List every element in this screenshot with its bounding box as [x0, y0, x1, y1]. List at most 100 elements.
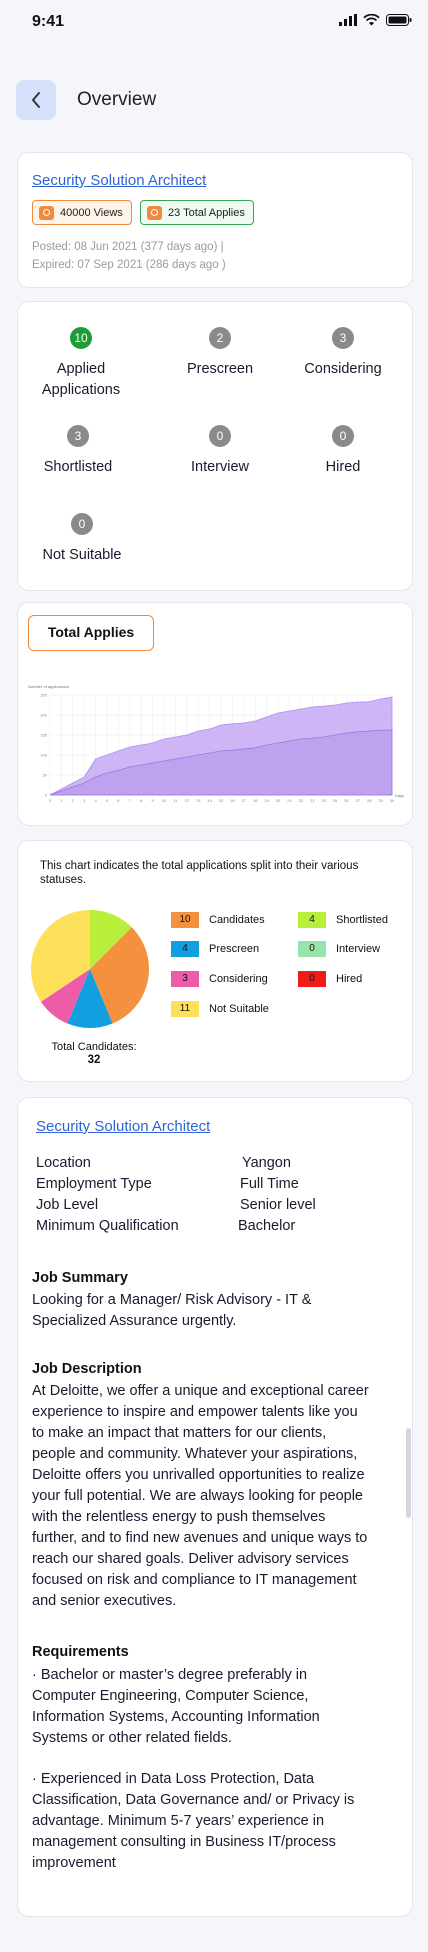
- job-title-link[interactable]: Security Solution Architect: [32, 172, 207, 189]
- status-bar: 9:41: [0, 0, 428, 44]
- x-tick-label: 30: [390, 798, 395, 803]
- total-candidates-label: Total Candidates:: [51, 1041, 137, 1053]
- legend-value: 0: [298, 941, 326, 957]
- legend-value: 11: [171, 1001, 199, 1017]
- x-tick-label: 16: [230, 798, 235, 803]
- legend-label: Considering: [209, 973, 268, 985]
- detail-key: Job Level: [36, 1197, 99, 1213]
- legend-value: 4: [171, 941, 199, 957]
- x-tick-label: 1: [60, 798, 63, 803]
- eye-icon: [39, 205, 54, 220]
- pie-slice-prescreen: [67, 969, 113, 1028]
- y-axis-label: Number of applications: [28, 684, 69, 689]
- x-tick-label: 12: [185, 798, 190, 803]
- legend-item: 4 Shortlisted: [298, 912, 388, 928]
- total-applies-card: Total Applies Number of applications 0 1 2 3…: [17, 602, 413, 826]
- signal-icon: [339, 14, 357, 26]
- status-interview[interactable]: 0 Interview: [160, 425, 280, 478]
- x-tick-label: 10: [162, 798, 167, 803]
- job-card: Security Solution Architect 40000 Views …: [17, 152, 413, 288]
- requirement-item: · Bachelor or master’s degree preferably…: [32, 1667, 320, 1746]
- legend-label: Interview: [336, 943, 381, 955]
- y-tick-label: 100: [40, 753, 47, 758]
- header: Overview: [0, 78, 428, 124]
- status-time: 9:41: [32, 13, 65, 30]
- status-label: Not Suitable: [42, 547, 122, 563]
- detail-value: Bachelor: [238, 1218, 296, 1234]
- x-tick-label: 25: [333, 798, 338, 803]
- status-count: 2: [209, 327, 231, 349]
- legend-item: 10 Candidates: [171, 912, 265, 928]
- status-label: Hired: [325, 459, 361, 475]
- x-tick-label: 6: [117, 798, 120, 803]
- x-tick-label: 3: [83, 798, 86, 803]
- y-tick-label: 50: [43, 773, 48, 778]
- pie-slice-not-suitable: [31, 910, 90, 1002]
- legend-item: 0 Hired: [298, 971, 362, 987]
- x-tick-label: 23: [310, 798, 315, 803]
- detail-key: Location: [36, 1155, 91, 1171]
- total-candidates-value: 32: [87, 1054, 101, 1066]
- pie-slice-considering: [40, 969, 90, 1024]
- legend-item: 11 Not Suitable: [171, 1001, 269, 1017]
- legend-value: 10: [171, 912, 199, 928]
- detail-value: Yangon: [242, 1155, 291, 1171]
- total-applies-button[interactable]: Total Applies: [28, 615, 154, 651]
- details-card: Security Solution Architect Location Yan…: [17, 1097, 413, 1917]
- status-prescreen[interactable]: 2 Prescreen: [160, 327, 280, 380]
- status-considering[interactable]: 3 Considering: [283, 327, 403, 380]
- job-summary-text: Looking for a Manager/ Risk Advisory - I…: [32, 1292, 312, 1329]
- x-tick-label: 5: [106, 798, 109, 803]
- back-button[interactable]: [16, 80, 56, 120]
- status-label: Shortlisted: [43, 459, 113, 475]
- requirements-title: Requirements: [32, 1644, 129, 1660]
- x-tick-label: 11: [173, 798, 178, 803]
- legend-item: 3 Considering: [171, 971, 268, 987]
- detail-value: Senior level: [240, 1197, 316, 1213]
- x-tick-label: 29: [378, 798, 383, 803]
- status-label: Considering: [304, 361, 382, 377]
- status-count: 3: [67, 425, 89, 447]
- x-tick-label: 22: [299, 798, 304, 803]
- x-tick-label: 21: [287, 798, 292, 803]
- scrollbar[interactable]: [406, 1428, 411, 1518]
- detail-key: Employment Type: [36, 1176, 152, 1192]
- status-label: Interview: [190, 459, 250, 475]
- legend-label: Candidates: [209, 914, 265, 926]
- status-not-suitable[interactable]: 0 Not Suitable: [22, 513, 142, 566]
- x-tick-label: 13: [196, 798, 201, 803]
- legend-value: 0: [298, 971, 326, 987]
- x-tick-label: 26: [344, 798, 349, 803]
- x-axis-label: Days: [395, 793, 404, 798]
- detail-job-title-link[interactable]: Security Solution Architect: [36, 1118, 211, 1135]
- x-tick-label: 9: [151, 798, 154, 803]
- page-title: Overview: [77, 89, 157, 110]
- legend-label: Not Suitable: [209, 1003, 269, 1015]
- status-label: Applied Applications: [41, 361, 121, 398]
- status-pie-chart: [31, 910, 149, 1028]
- x-tick-label: 15: [219, 798, 224, 803]
- status-count: 0: [71, 513, 93, 535]
- total-candidates: Total Candidates: 32: [34, 1041, 154, 1067]
- posted-date: Posted: 08 Jun 2021 (377 days ago) |: [32, 241, 224, 253]
- x-tick-label: 17: [242, 798, 247, 803]
- wifi-icon: [363, 14, 380, 26]
- legend-item: 0 Interview: [298, 941, 380, 957]
- status-label: Prescreen: [186, 361, 254, 377]
- job-summary-title: Job Summary: [32, 1270, 128, 1286]
- legend-value: 4: [298, 912, 326, 928]
- status-count: 0: [209, 425, 231, 447]
- detail-value: Full Time: [240, 1176, 299, 1192]
- status-count: 0: [332, 425, 354, 447]
- requirement-item: · Experienced in Data Loss Protection, D…: [32, 1771, 355, 1871]
- x-tick-label: 7: [129, 798, 132, 803]
- y-tick-label: 250: [40, 693, 47, 698]
- status-shortlisted[interactable]: 3 Shortlisted: [18, 425, 138, 478]
- detail-key: Minimum Qualification: [36, 1218, 179, 1234]
- x-tick-label: 28: [367, 798, 372, 803]
- status-hired[interactable]: 0 Hired: [283, 425, 403, 478]
- status-applied[interactable]: 10 Applied Applications: [21, 327, 141, 401]
- y-tick-label: 150: [40, 733, 47, 738]
- x-tick-label: 4: [94, 798, 97, 803]
